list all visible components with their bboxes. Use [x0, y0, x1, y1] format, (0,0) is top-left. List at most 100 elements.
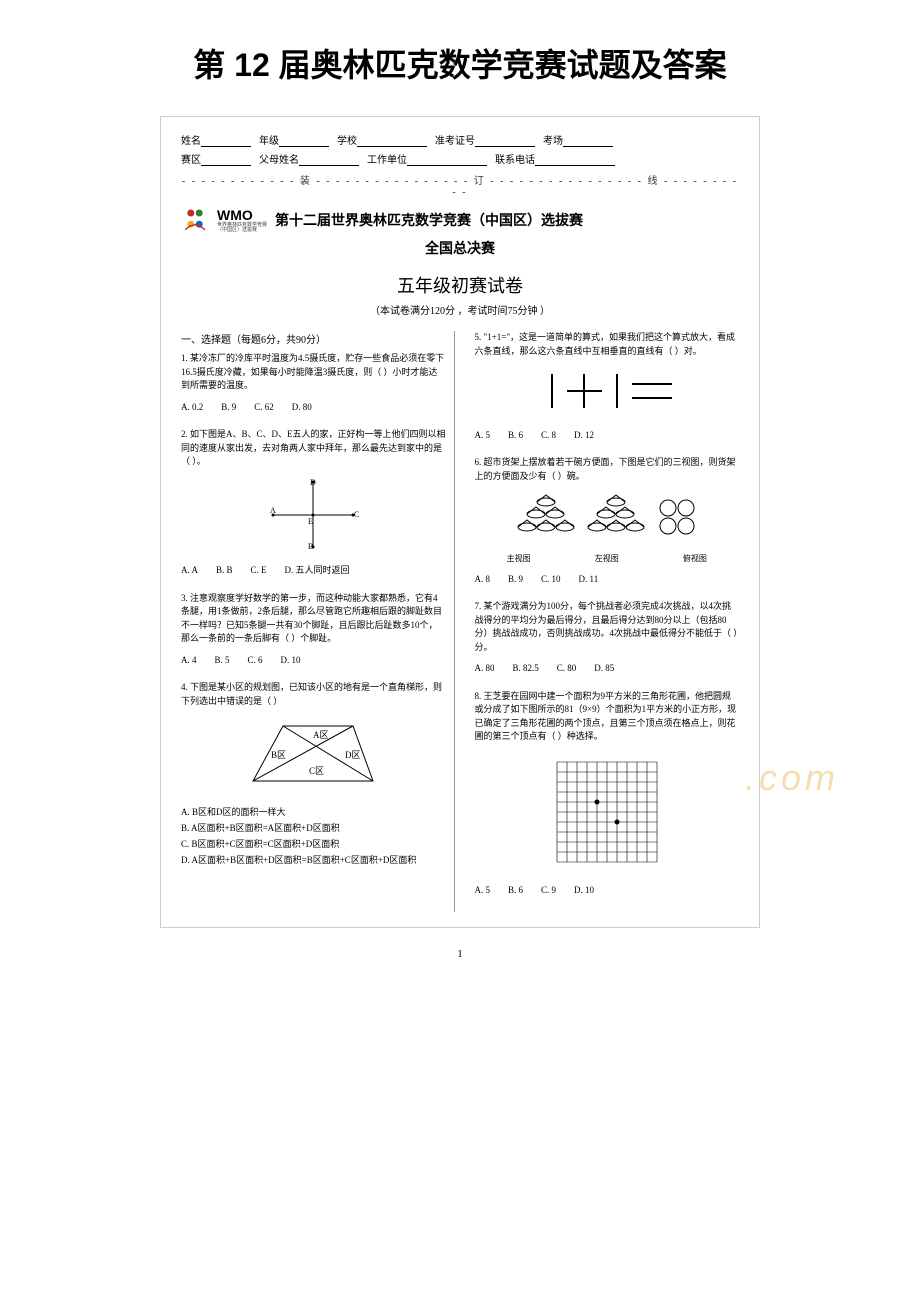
competition-title: 第十二届世界奥林匹克数学竞赛（中国区）选拔赛: [275, 210, 583, 230]
q7-opt-a: A. 80: [475, 662, 495, 676]
exam-meta: （本试卷满分120分 ，考试时间75分钟 ）: [181, 302, 739, 317]
q2-opt-b: B. B: [216, 564, 233, 578]
section-1-head: 一、选择题（每题6分，共90分）: [181, 331, 446, 346]
svg-text:C区: C区: [309, 766, 324, 776]
q6-opt-b: B. 9: [508, 573, 523, 587]
q8-figure: [475, 752, 740, 877]
field-blank: [279, 134, 329, 147]
q3-opt-d: D. 10: [281, 654, 301, 668]
field-name: 姓名: [181, 132, 201, 147]
q2-figure: D A E C B: [181, 477, 446, 557]
q3-opt-a: A. 4: [181, 654, 197, 668]
q4-text: 4. 下图是某小区的规划图，已知该小区的地有是一个直角梯形，则下列选出中错误的是…: [181, 682, 442, 706]
q2-opts: A. A B. B C. E D. 五人同时返回: [181, 564, 446, 578]
column-left: 一、选择题（每题6分，共90分） 1. 某冷冻厂的冷库平时温度为4.5摄氏度，贮…: [181, 331, 455, 912]
svg-text:E: E: [308, 517, 313, 526]
q5-text: 5. "1+1="，这是一道简单的算式，如果我们把这个算式放大，看成六条直线，那…: [475, 332, 736, 356]
q2-opt-d: D. 五人同时返回: [285, 564, 350, 578]
field-grade: 年级: [259, 132, 279, 147]
question-2: 2. 如下图是A、B、C、D、E五人的家，正好构一等上他们四则以相同的速度从家出…: [181, 428, 446, 578]
q8-opt-d: D. 10: [574, 884, 594, 898]
q6-opt-c: C. 10: [541, 573, 561, 587]
question-7: 7. 某个游戏满分为100分，每个挑战者必须完成4次挑战，以4次挑战得分的平均分…: [475, 600, 740, 676]
q8-opt-a: A. 5: [475, 884, 491, 898]
q2-text: 2. 如下图是A、B、C、D、E五人的家，正好构一等上他们四则以相同的速度从家出…: [181, 429, 446, 466]
exam-sheet: 姓名 年级 学校 准考证号 考场 赛区 父母姓名 工作单位 联系电话 - - -…: [160, 116, 760, 928]
q4-figure: A区 B区 D区 C区: [181, 716, 446, 796]
field-blank: [475, 134, 535, 147]
field-blank: [535, 153, 615, 166]
q5-opt-d: D. 12: [574, 429, 594, 443]
field-region: 赛区: [181, 151, 201, 166]
header-row-2: 赛区 父母姓名 工作单位 联系电话: [181, 151, 739, 166]
q7-opts: A. 80 B. 82.5 C. 80 D. 85: [475, 662, 740, 676]
q4-opt-a: A. B区和D区的面积一样大: [181, 804, 446, 820]
field-school: 学校: [337, 132, 357, 147]
field-parent: 父母姓名: [259, 151, 299, 166]
field-blank: [201, 134, 251, 147]
q4-opt-b: B. A区面积+B区面积=A区面积+D区面积: [181, 820, 446, 836]
question-6: 6. 超市货架上摆放着若干碗方便面，下图是它们的三视图，则货架上的方便面及少有（…: [475, 456, 740, 586]
field-blank: [563, 134, 613, 147]
q3-opt-c: C. 6: [248, 654, 263, 668]
page-number: 1: [0, 948, 920, 960]
q2-opt-c: C. E: [251, 564, 267, 578]
column-right: 5. "1+1="，这是一道简单的算式，如果我们把这个算式放大，看成六条直线，那…: [471, 331, 740, 912]
wmo-text-block: WMO 世界奥林匹克数学竞赛 （中国区）选拔赛: [217, 207, 267, 234]
wmo-logo-icon: [181, 206, 209, 234]
field-room: 考场: [543, 132, 563, 147]
q8-opts: A. 5 B. 6 C. 9 D. 10: [475, 884, 740, 898]
q1-opt-a: A. 0.2: [181, 401, 203, 415]
q3-opt-b: B. 5: [215, 654, 230, 668]
competition-subtitle: 全国总决赛: [181, 238, 739, 258]
q7-opt-d: D. 85: [594, 662, 614, 676]
q5-opt-a: A. 5: [475, 429, 491, 443]
field-blank: [357, 134, 427, 147]
q6-opt-a: A. 8: [475, 573, 491, 587]
question-1: 1. 某冷冻厂的冷库平时温度为4.5摄氏度，贮存一些食品必须在零下16.5摄氏度…: [181, 352, 446, 414]
q3-text: 3. 注意观察度学好数学的第一步，而这种动能大家都熟悉，它有4条腿，用1条做前，…: [181, 593, 442, 644]
wmo-sub2: （中国区）选拔赛: [217, 228, 267, 234]
page-title: 第 12 届奥林匹克数学竞赛试题及答案: [0, 0, 920, 116]
q6-view-top: 俯视图: [683, 553, 707, 565]
question-8: 8. 王芝要在园网中建一个面积为9平方米的三角形花圃，他把圆规或分成了如下图所示…: [475, 690, 740, 898]
watermark: .com: [745, 757, 839, 799]
q6-figure: 主视图 左视图 俯视图: [475, 491, 740, 565]
q6-opts: A. 8 B. 9 C. 10 D. 11: [475, 573, 740, 587]
q4-opt-c: C. B区面积+C区面积=C区面积+D区面积: [181, 836, 446, 852]
grade-title: 五年级初赛试卷: [181, 272, 739, 298]
dash-zhuang: 装: [300, 176, 312, 187]
q4-opts: A. B区和D区的面积一样大 B. A区面积+B区面积=A区面积+D区面积 C.…: [181, 804, 446, 869]
svg-text:A区: A区: [313, 730, 329, 740]
q8-opt-c: C. 9: [541, 884, 556, 898]
q6-view-labels: 主视图 左视图 俯视图: [475, 553, 740, 565]
q8-text: 8. 王芝要在园网中建一个面积为9平方米的三角形花圃，他把圆规或分成了如下图所示…: [475, 691, 737, 742]
q1-opt-c: C. 62: [254, 401, 274, 415]
q5-figure: [475, 366, 740, 421]
q8-opt-b: B. 6: [508, 884, 523, 898]
svg-text:C: C: [354, 510, 359, 519]
dash-ding: 订: [474, 176, 486, 187]
field-work: 工作单位: [367, 151, 407, 166]
q5-opts: A. 5 B. 6 C. 8 D. 12: [475, 429, 740, 443]
wmo-label: WMO: [217, 207, 267, 223]
dash-xian: 线: [647, 176, 659, 187]
question-3: 3. 注意观察度学好数学的第一步，而这种动能大家都熟悉，它有4条腿，用1条做前，…: [181, 592, 446, 668]
field-phone: 联系电话: [495, 151, 535, 166]
q6-opt-d: D. 11: [579, 573, 599, 587]
field-exam-id: 准考证号: [435, 132, 475, 147]
logo-row: WMO 世界奥林匹克数学竞赛 （中国区）选拔赛 第十二届世界奥林匹克数学竞赛（中…: [181, 206, 739, 234]
dash-line: - - - - - - - - - - - - 装 - - - - - - - …: [181, 172, 739, 198]
header-row-1: 姓名 年级 学校 准考证号 考场: [181, 132, 739, 147]
q1-opts: A. 0.2 B. 9 C. 62 D. 80: [181, 401, 446, 415]
question-columns: 一、选择题（每题6分，共90分） 1. 某冷冻厂的冷库平时温度为4.5摄氏度，贮…: [181, 331, 739, 912]
q7-text: 7. 某个游戏满分为100分，每个挑战者必须完成4次挑战，以4次挑战得分的平均分…: [475, 601, 738, 652]
q7-opt-b: B. 82.5: [513, 662, 539, 676]
q4-opt-d: D. A区面积+B区面积+D区面积=B区面积+C区面积+D区面积: [181, 852, 446, 868]
svg-text:D区: D区: [345, 750, 361, 760]
question-4: 4. 下图是某小区的规划图，已知该小区的地有是一个直角梯形，则下列选出中错误的是…: [181, 681, 446, 868]
q6-view-left: 左视图: [595, 553, 619, 565]
field-blank: [299, 153, 359, 166]
field-blank: [201, 153, 251, 166]
question-5: 5. "1+1="，这是一道简单的算式，如果我们把这个算式放大，看成六条直线，那…: [475, 331, 740, 442]
